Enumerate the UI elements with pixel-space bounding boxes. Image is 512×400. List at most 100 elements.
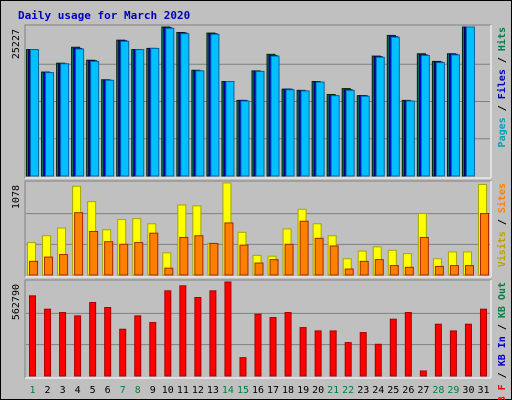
bar-kb-f-day-19: [299, 327, 307, 377]
legend-separator: /: [497, 318, 508, 336]
bar-pages-day-10: [165, 27, 175, 177]
legend-label-kb-f: KB F: [497, 384, 508, 400]
x-tick-label-day-26: 26: [402, 385, 414, 396]
bar-sites-day-14: [224, 222, 234, 276]
panel-kb-in-out: 562790 KB F / KB In / KB Out: [11, 279, 508, 400]
x-tick-label-day-22: 22: [342, 385, 354, 396]
bar-kb-f-day-3: [59, 312, 67, 377]
bar-pages-day-13: [210, 33, 220, 177]
bar-sites-day-17: [269, 259, 279, 276]
panel-pages-files-hits: 25227 Pages / Files / Hits: [11, 24, 508, 179]
bar-sites-day-7: [119, 243, 129, 276]
legend-label-files: Files: [496, 69, 508, 99]
bar-pages-day-24: [375, 56, 385, 177]
x-tick-label-day-14: 14: [222, 385, 234, 396]
bar-sites-day-4: [74, 212, 84, 276]
x-tick-label-day-6: 6: [105, 385, 111, 396]
bar-pages-day-17: [270, 55, 280, 177]
y-tick-label: 562790: [11, 284, 22, 320]
bar-kb-f-day-11: [179, 285, 187, 377]
bar-kb-f-day-26: [404, 312, 412, 377]
bar-pages-day-25: [390, 36, 400, 177]
bar-kb-f-day-23: [359, 332, 367, 377]
bar-sites-day-20: [314, 237, 324, 276]
x-tick-label-day-3: 3: [60, 385, 66, 396]
bar-pages-day-14: [225, 80, 235, 177]
bar-sites-day-13: [209, 242, 219, 276]
bar-sites-day-31: [479, 213, 489, 276]
bar-kb-f-day-28: [434, 323, 442, 377]
y-tick-label: 25227: [11, 29, 22, 59]
bar-sites-day-9: [149, 232, 159, 276]
bar-kb-f-day-22: [344, 342, 352, 377]
x-tick-label-day-9: 9: [150, 385, 156, 396]
bar-pages-day-27: [420, 55, 430, 177]
bar-sites-day-10: [164, 267, 174, 276]
bar-pages-day-28: [435, 62, 445, 177]
bar-sites-day-29: [449, 265, 459, 276]
bar-kb-f-day-12: [194, 296, 202, 377]
legend-label-visits: Visits: [496, 231, 508, 267]
x-tick-label-day-29: 29: [447, 385, 459, 396]
x-tick-label-day-11: 11: [177, 385, 189, 396]
x-tick-label-day-30: 30: [462, 385, 474, 396]
x-tick-label-day-1: 1: [30, 385, 36, 396]
bar-pages-day-8: [135, 49, 145, 177]
bar-kb-f-day-2: [44, 308, 52, 377]
bar-kb-f-day-30: [464, 323, 472, 377]
bar-sites-day-18: [284, 243, 294, 276]
bar-pages-day-1: [30, 49, 40, 177]
bar-kb-f-day-13: [209, 290, 217, 377]
bar-kb-f-day-24: [374, 343, 382, 377]
bar-pages-day-7: [120, 40, 130, 177]
legend-separator: /: [497, 366, 508, 384]
x-tick-label-day-10: 10: [162, 385, 174, 396]
bar-kb-f-day-10: [164, 290, 172, 377]
bar-kb-f-day-5: [89, 302, 97, 377]
bar-pages-day-12: [195, 70, 205, 177]
bar-sites-day-22: [344, 268, 354, 276]
legend-label-kb-out: KB Out: [497, 282, 508, 318]
bar-kb-f-day-7: [119, 328, 127, 377]
x-tick-label-day-18: 18: [282, 385, 294, 396]
bar-kb-f-day-15: [239, 357, 247, 377]
x-tick-label-day-23: 23: [357, 385, 369, 396]
bar-kb-f-day-20: [314, 330, 322, 377]
bar-kb-f-day-29: [449, 330, 457, 377]
bar-pages-day-4: [75, 48, 85, 177]
x-tick-label-day-7: 7: [120, 385, 126, 396]
bar-kb-f-day-18: [284, 312, 292, 377]
x-tick-label-day-17: 17: [267, 385, 279, 396]
bar-sites-day-12: [194, 235, 204, 276]
bar-kb-f-day-1: [29, 295, 37, 377]
legend-label-hits: Hits: [496, 27, 508, 51]
bar-sites-day-16: [254, 262, 264, 276]
legend-separator: /: [497, 99, 508, 117]
x-tick-label-day-16: 16: [252, 385, 264, 396]
bar-pages-day-16: [255, 70, 265, 177]
bar-sites-day-11: [179, 236, 189, 276]
bar-sites-day-23: [359, 260, 369, 276]
bar-sites-day-21: [329, 245, 339, 276]
bar-kb-f-day-9: [149, 322, 157, 377]
bar-pages-day-11: [180, 33, 190, 177]
legend-label-sites: Sites: [496, 183, 508, 213]
x-tick-label-day-21: 21: [327, 385, 339, 396]
bar-kb-f-day-4: [74, 315, 82, 377]
bar-sites-day-5: [89, 230, 99, 276]
bar-kb-f-day-27: [419, 370, 427, 377]
x-tick-label-day-8: 8: [135, 385, 141, 396]
bar-pages-day-2: [45, 72, 55, 177]
bar-sites-day-2: [44, 256, 54, 276]
x-axis-labels: 1 2 3 4 5 6 7 8 9 10 11 12 13 14 15 16 17 18 19 20 21 22 23 24 2…: [30, 385, 490, 396]
y-tick-label: 1078: [11, 185, 22, 209]
x-tick-label-day-27: 27: [417, 385, 429, 396]
series-legend: KB F / KB In / KB Out: [497, 282, 508, 400]
x-tick-label-day-4: 4: [75, 385, 81, 396]
panel-visits-sites: 1078 Visits / Sites: [11, 180, 508, 278]
bar-pages-day-6: [105, 79, 115, 177]
x-tick-label-day-15: 15: [237, 385, 249, 396]
series-legend: Visits / Sites: [496, 183, 508, 267]
